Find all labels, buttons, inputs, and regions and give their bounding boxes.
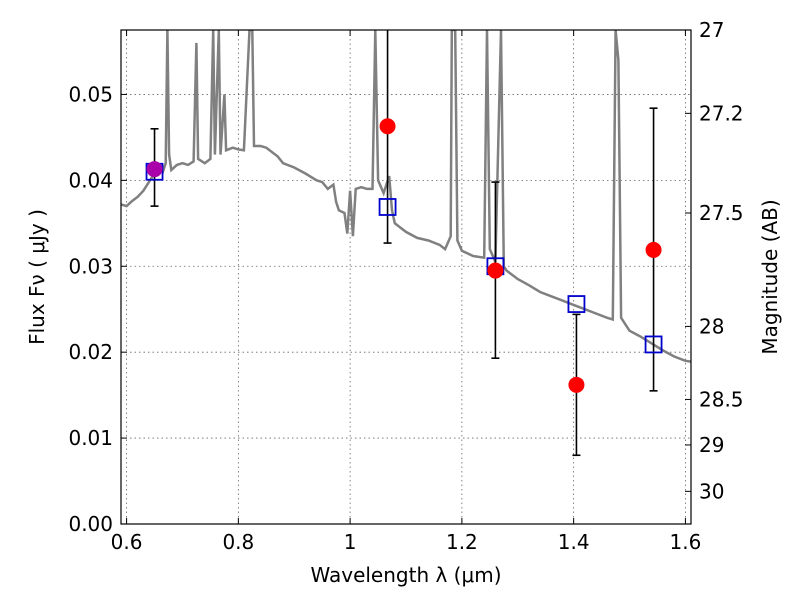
right-tick-label: 27.5	[699, 201, 744, 225]
model-photometry	[145, 162, 663, 354]
x-tick-label: 1.4	[558, 530, 590, 554]
right-tick-label: 27.2	[699, 101, 744, 125]
x-axis-label: Wavelength λ (μm)	[310, 563, 501, 587]
right-tick-label: 29	[699, 433, 724, 457]
y-tick-label: 0.00	[68, 512, 113, 536]
observed-point	[568, 376, 585, 393]
model-photometry-square	[567, 295, 586, 313]
right-axis-label: Magnitude (AB)	[758, 199, 782, 354]
model-photometry-square	[378, 198, 397, 216]
spectrum-line	[121, 30, 691, 363]
model-spectrum	[121, 30, 691, 363]
right-axis-ticks: 27 27.2 27.5 28 28.5 29 30	[685, 18, 744, 503]
observed-point	[379, 118, 396, 135]
plot-frame	[120, 29, 692, 525]
right-tick-label: 28.5	[699, 387, 744, 411]
grid-lines	[121, 30, 691, 525]
x-axis-ticks: 0.6 0.8 1 1.2 1.4 1.6	[111, 30, 702, 554]
x-tick-label: 0.6	[111, 530, 143, 554]
observed-point	[146, 161, 163, 178]
y-tick-label: 0.03	[68, 254, 113, 278]
x-tick-label: 1.6	[670, 530, 702, 554]
observed-point	[487, 262, 504, 279]
x-tick-label: 1	[344, 530, 357, 554]
right-tick-label: 30	[699, 479, 724, 503]
right-tick-label: 27	[699, 18, 724, 42]
model-photometry-square	[644, 335, 663, 354]
observed-photometry	[146, 118, 662, 393]
y-tick-label: 0.01	[68, 426, 113, 450]
y-axis-label: Flux Fν ( μJy )	[25, 209, 49, 345]
x-tick-label: 0.8	[222, 530, 254, 554]
error-bars	[150, 30, 658, 457]
observed-point	[645, 241, 662, 258]
y-tick-label: 0.05	[68, 82, 113, 106]
y-tick-label: 0.04	[68, 168, 113, 192]
y-axis-ticks: 0.00 0.01 0.02 0.03 0.04 0.05	[68, 82, 127, 536]
right-tick-label: 28	[699, 314, 724, 338]
x-tick-label: 1.2	[446, 530, 478, 554]
y-tick-label: 0.02	[68, 340, 113, 364]
